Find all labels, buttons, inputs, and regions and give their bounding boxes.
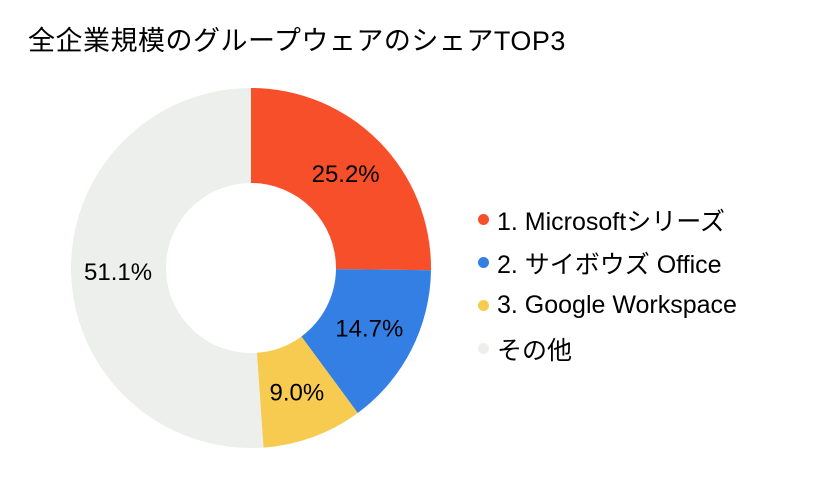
- slice-label-1: 25.2%: [312, 161, 380, 188]
- donut-slice-2: [301, 269, 431, 413]
- slice-label-4: 51.1%: [84, 259, 152, 286]
- slice-label-3: 9.0%: [269, 379, 324, 406]
- legend-circle-icon: [478, 257, 489, 268]
- slice-label-2: 14.7%: [335, 315, 403, 342]
- legend-item-cybozu: 2. サイボウズ Office: [478, 241, 737, 284]
- donut-slice-4: [70, 87, 264, 448]
- legend-item-google-workspace: 3. Google Workspace: [478, 284, 737, 327]
- donut-slice-3: [256, 336, 358, 448]
- legend-label: 3. Google Workspace: [497, 291, 737, 319]
- donut-slice-1: [251, 88, 432, 271]
- legend-circle-icon: [478, 300, 489, 311]
- chart-title: 全企業規模のグループウェアのシェアTOP3: [28, 26, 566, 56]
- legend-label: 2. サイボウズ Office: [497, 250, 722, 279]
- legend-label: 1. Microsoftシリーズ: [497, 207, 725, 236]
- legend-label: その他: [497, 336, 573, 365]
- legend-circle-icon: [478, 214, 489, 225]
- legend-item-microsoft: 1. Microsoftシリーズ: [478, 198, 737, 241]
- legend-circle-icon: [478, 343, 489, 354]
- legend-item-others: その他: [478, 327, 737, 370]
- legend: 1. Microsoftシリーズ 2. サイボウズ Office 3. Goog…: [478, 198, 737, 370]
